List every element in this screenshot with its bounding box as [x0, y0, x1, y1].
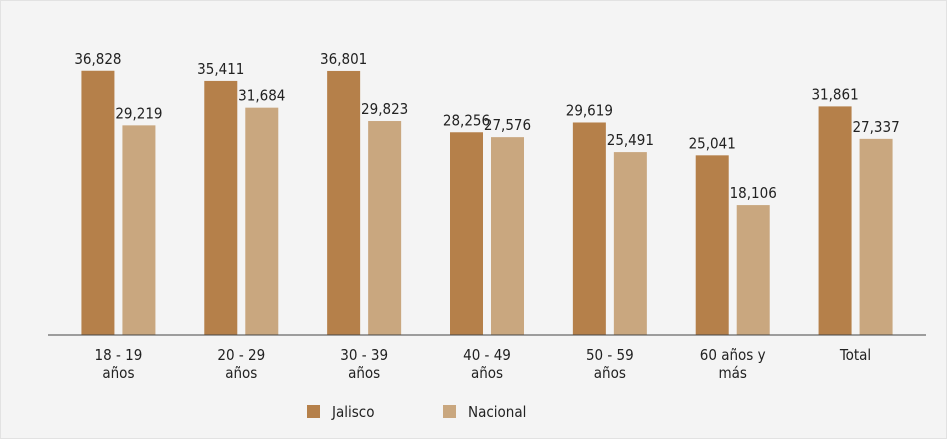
value-label: 29,823 [361, 100, 408, 118]
value-label: 27,576 [484, 116, 531, 134]
x-tick-label: 50 - 59 años [585, 346, 634, 382]
value-label: 18,106 [730, 184, 777, 202]
bar [695, 155, 729, 335]
bar [450, 132, 483, 335]
bar [859, 138, 893, 335]
legend-label: Nacional [468, 403, 526, 421]
legend-label: Jalisco [331, 403, 374, 421]
bar [818, 106, 852, 335]
bar [368, 121, 402, 335]
x-tick-label: 30 - 39 años [340, 346, 389, 382]
bar [736, 205, 770, 335]
value-label: 31,861 [811, 85, 858, 103]
value-label: 25,491 [607, 131, 654, 149]
bar [613, 152, 647, 335]
x-tick-label: 40 - 49 años [463, 346, 511, 382]
value-label: 29,619 [566, 101, 613, 119]
x-tick-label: Total [839, 346, 872, 364]
x-tick-label: 60 años y más [699, 346, 766, 382]
bar [122, 125, 156, 336]
x-tick-label: 20 - 29 años [217, 346, 266, 382]
value-label: 35,411 [197, 60, 244, 78]
legend-swatch [443, 405, 456, 418]
value-label: 31,684 [238, 87, 285, 105]
value-label: 28,256 [443, 111, 490, 129]
value-label: 29,219 [115, 104, 162, 122]
bar [245, 107, 279, 335]
bar [81, 70, 115, 336]
bar [204, 80, 238, 335]
value-label: 27,337 [852, 118, 899, 136]
bar [572, 122, 606, 335]
legend-swatch [307, 405, 320, 418]
value-label: 36,828 [74, 50, 121, 68]
value-label: 36,801 [320, 50, 367, 68]
value-label: 25,041 [689, 134, 736, 152]
bar [491, 137, 524, 335]
x-tick-label: 18 - 19 años [94, 346, 143, 382]
bar [327, 70, 361, 336]
